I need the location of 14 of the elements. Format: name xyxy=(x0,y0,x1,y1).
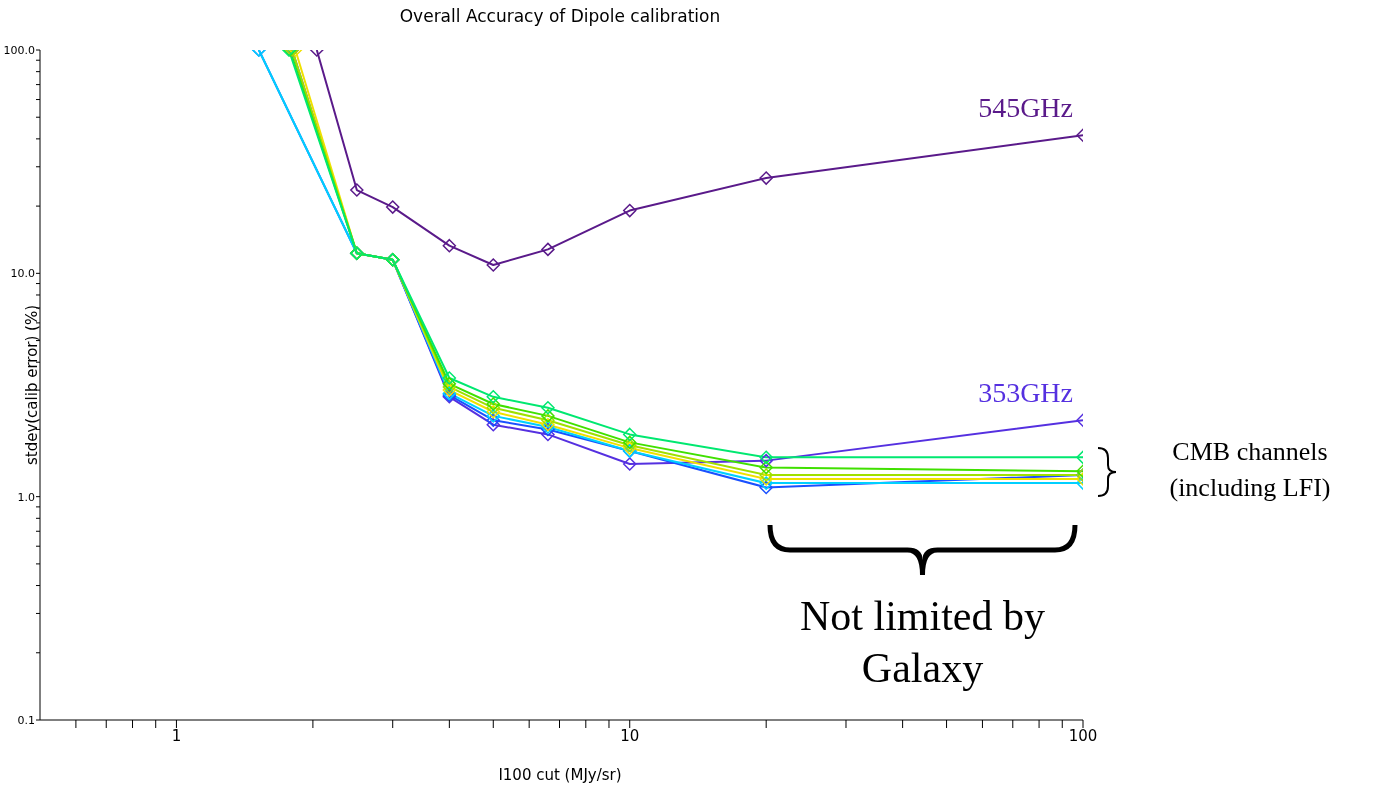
x-tick-label: 100 xyxy=(1068,726,1098,745)
y-tick-label: 10.0 xyxy=(10,267,35,281)
x-tick-label: 10 xyxy=(620,726,640,745)
annotation: Not limited by Galaxy xyxy=(800,593,1045,691)
series-label: 545GHz xyxy=(978,92,1073,124)
series-label: 353GHz xyxy=(978,377,1073,409)
text: CMB channels (including LFI) xyxy=(1169,437,1331,502)
chart-title: Overall Accuracy of Dipole calibration xyxy=(399,6,721,26)
y-axis-title: stdev(calib error) (%) xyxy=(23,304,41,466)
y-tick-label: 0.1 xyxy=(17,713,35,727)
y-tick-label: 100.0 xyxy=(3,43,35,57)
x-tick-label: 1 xyxy=(171,726,182,745)
x-axis-title: I100 cut (MJy/sr) xyxy=(498,766,622,784)
y-tick-label: 1.0 xyxy=(17,490,35,504)
